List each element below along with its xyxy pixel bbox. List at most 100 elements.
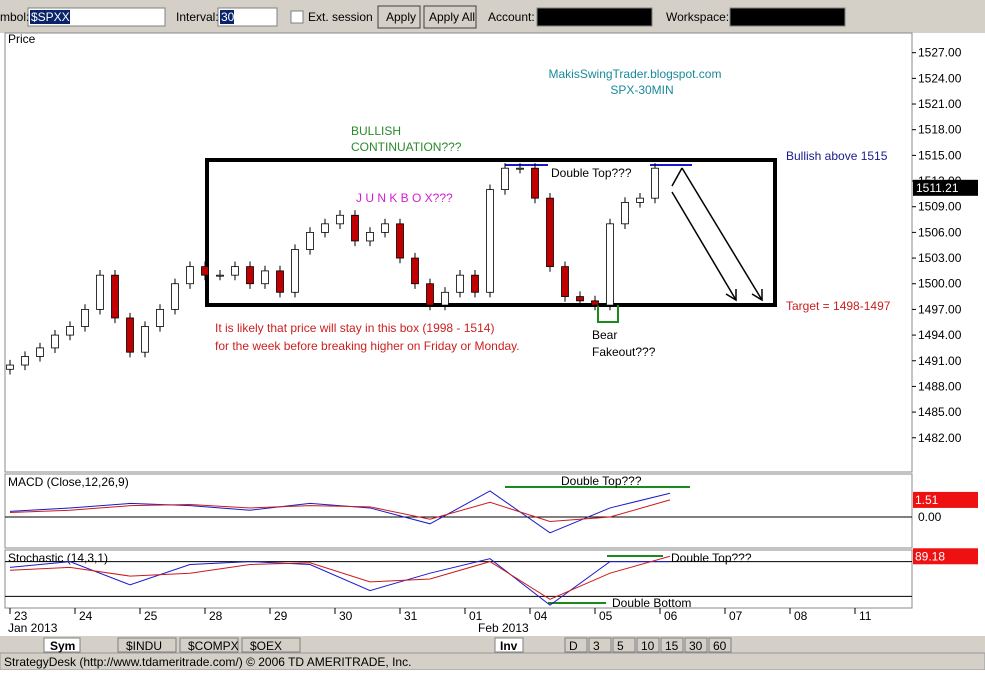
- tab[interactable]: [684, 637, 708, 653]
- tab-label[interactable]: $INDU: [126, 639, 162, 653]
- y-tick-label: 1494.00: [918, 328, 962, 342]
- apply-all-button[interactable]: [423, 5, 477, 29]
- candle-body: [261, 270, 269, 285]
- indicator-line: [9, 490, 671, 534]
- workspace-box[interactable]: [729, 7, 846, 27]
- last-price-box: [913, 179, 978, 196]
- x-tick-label: 04: [534, 609, 548, 623]
- x-tick-label: 29: [274, 609, 288, 623]
- candle-body: [411, 257, 419, 285]
- annotation: for the week before breaking higher on F…: [215, 339, 520, 353]
- x-tick-label: 08: [794, 609, 808, 623]
- annotation: CONTINUATION???: [351, 140, 462, 154]
- tab[interactable]: [494, 637, 524, 653]
- candle-body: [66, 326, 74, 336]
- x-tick-label: 28: [209, 609, 223, 623]
- indicator-line: [9, 558, 670, 606]
- tab-label[interactable]: $COMPX: [188, 639, 239, 653]
- x-tick-label: 11: [859, 609, 872, 623]
- symbol-highlight: [30, 10, 70, 24]
- month-label: Jan 2013: [8, 621, 58, 635]
- x-tick-label: 30: [339, 609, 353, 623]
- y-tick-label: 1506.00: [918, 225, 962, 239]
- month-label: Feb 2013: [478, 621, 529, 635]
- panel-title: MACD (Close,12,26,9): [8, 475, 129, 489]
- candle-body: [471, 274, 479, 293]
- tab-label[interactable]: 3: [593, 639, 600, 653]
- checkbox[interactable]: [290, 10, 304, 24]
- candle-body: [441, 291, 449, 306]
- tab[interactable]: [612, 637, 636, 653]
- tab[interactable]: [241, 637, 301, 653]
- candle-body: [516, 167, 524, 170]
- candle-body: [111, 274, 119, 319]
- label: Ext. session: [308, 10, 373, 24]
- interval: 30: [221, 10, 235, 24]
- y-tick-label: 1503.00: [918, 251, 962, 265]
- status-text: StrategyDesk (http://www.tdameritrade.co…: [4, 655, 411, 669]
- tab-label[interactable]: 10: [641, 639, 655, 653]
- y-tick-label: 1509.00: [918, 200, 962, 214]
- tab-label[interactable]: 15: [665, 639, 679, 653]
- x-tick-label: 25: [144, 609, 158, 623]
- y-tick-label: 1491.00: [918, 354, 962, 368]
- label: Workspace:: [666, 10, 729, 24]
- candle-body: [486, 189, 494, 293]
- candle-body: [381, 223, 389, 233]
- x-tick-label: 31: [404, 609, 418, 623]
- button-label[interactable]: Apply: [386, 10, 416, 24]
- annotation: Double Top???: [551, 166, 632, 180]
- candle-body: [591, 300, 599, 306]
- tab-label[interactable]: D: [569, 639, 578, 653]
- tab-label[interactable]: Sym: [50, 639, 75, 653]
- tab[interactable]: [660, 637, 684, 653]
- tab-label[interactable]: Inv: [500, 639, 518, 653]
- tab-label[interactable]: $OEX: [250, 639, 282, 653]
- annotation: Bullish above 1515: [786, 149, 888, 163]
- tab[interactable]: [564, 637, 588, 653]
- y-tick-label: 1485.00: [918, 405, 962, 419]
- panel-title: Price: [8, 32, 36, 46]
- y-tick-label: 1521.00: [918, 97, 962, 111]
- y-tick-label: 1488.00: [918, 379, 962, 393]
- candle-body: [156, 309, 164, 327]
- arrow: [671, 167, 683, 187]
- tab[interactable]: [708, 637, 732, 653]
- stoch-panel: [4, 549, 913, 609]
- candle-body: [456, 274, 464, 293]
- annotation: It is likely that price will stay in thi…: [215, 321, 494, 335]
- tab[interactable]: [179, 637, 239, 653]
- annotation: Target = 1498-1497: [786, 299, 891, 313]
- tab[interactable]: [43, 637, 81, 653]
- interval-highlight: [220, 10, 234, 24]
- button-label[interactable]: Apply All: [429, 10, 475, 24]
- current-box: [913, 548, 978, 565]
- annotation: SPX-30MIN: [610, 83, 673, 97]
- tab[interactable]: [117, 637, 177, 653]
- label: Account:: [488, 10, 535, 24]
- candle-body: [276, 270, 284, 293]
- y-tick-label: 1500.00: [918, 277, 962, 291]
- candle-body: [651, 167, 659, 199]
- tab[interactable]: [636, 637, 660, 653]
- candle-body: [201, 266, 209, 276]
- arrowhead: [751, 289, 763, 302]
- candle-body: [576, 296, 584, 302]
- candle-body: [96, 274, 104, 310]
- fakeout-bracket: [597, 305, 619, 323]
- annotation: Double Top???: [561, 474, 642, 488]
- tab-label[interactable]: 30: [689, 639, 703, 653]
- tab-label[interactable]: 5: [617, 639, 624, 653]
- candle-body: [546, 197, 554, 268]
- y-tick-label: 1527.00: [918, 46, 962, 60]
- account-box[interactable]: [536, 7, 653, 27]
- x-tick-label: 05: [599, 609, 613, 623]
- apply-button[interactable]: [377, 5, 421, 29]
- candle-body: [231, 266, 239, 276]
- symbol: $SPXX: [31, 10, 70, 24]
- tab-label[interactable]: 60: [713, 639, 727, 653]
- candle-body: [186, 266, 194, 285]
- tab[interactable]: [588, 637, 612, 653]
- candle-body: [426, 283, 434, 306]
